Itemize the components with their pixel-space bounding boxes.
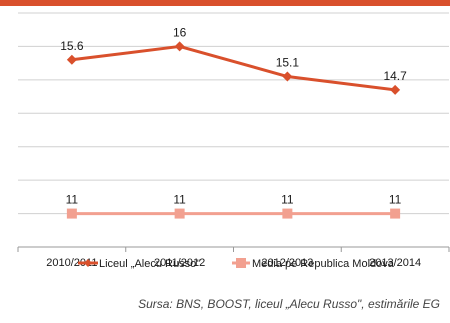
legend-label-media: Media pe Republica Moldova [252, 258, 395, 270]
data-label: 11 [281, 193, 294, 207]
value-labels: 15.6 16 15.1 14.7 11 11 11 11 [60, 25, 407, 206]
source-note: Sursa: BNS, BOOST, liceul „Alecu Russo",… [138, 297, 440, 311]
x-tick-label: 2012/2013 [261, 257, 313, 269]
data-point[interactable] [174, 208, 185, 219]
series-group [66, 41, 401, 219]
data-label: 15.6 [60, 39, 84, 53]
series-line-0 [71, 44, 396, 92]
data-label: 11 [173, 193, 186, 207]
legend-marker-liceul [84, 259, 92, 267]
top-accent-bar [0, 0, 450, 6]
gridlines [18, 12, 449, 215]
data-point[interactable] [282, 208, 293, 219]
x-axis [17, 246, 450, 252]
data-point[interactable] [66, 54, 77, 65]
data-label: 16 [173, 25, 187, 39]
data-point[interactable] [66, 208, 77, 219]
legend-marker-media [236, 258, 246, 268]
legend-label-liceul: Liceul „Alecu Russo" [99, 258, 200, 270]
data-point[interactable] [390, 208, 401, 219]
data-point[interactable] [174, 41, 185, 52]
data-label: 14.7 [383, 69, 407, 83]
data-point[interactable] [390, 84, 401, 95]
data-label: 11 [66, 193, 79, 207]
legend-item-liceul[interactable]: Liceul „Alecu Russo" [78, 258, 200, 270]
data-label: 11 [389, 193, 402, 207]
x-tick-labels: 2010/2011 2011/2012 2012/2013 2013/2014 [46, 257, 421, 269]
x-tick-label: 2010/2011 [46, 257, 97, 269]
x-tick-label: 2011/2012 [154, 257, 205, 269]
legend-item-media[interactable]: Media pe Republica Moldova [232, 258, 395, 270]
data-label: 15.1 [276, 56, 300, 70]
legend: Liceul „Alecu Russo" Media pe Republica … [78, 258, 395, 270]
data-point[interactable] [282, 71, 293, 82]
x-tick-label: 2013/2014 [369, 257, 421, 269]
